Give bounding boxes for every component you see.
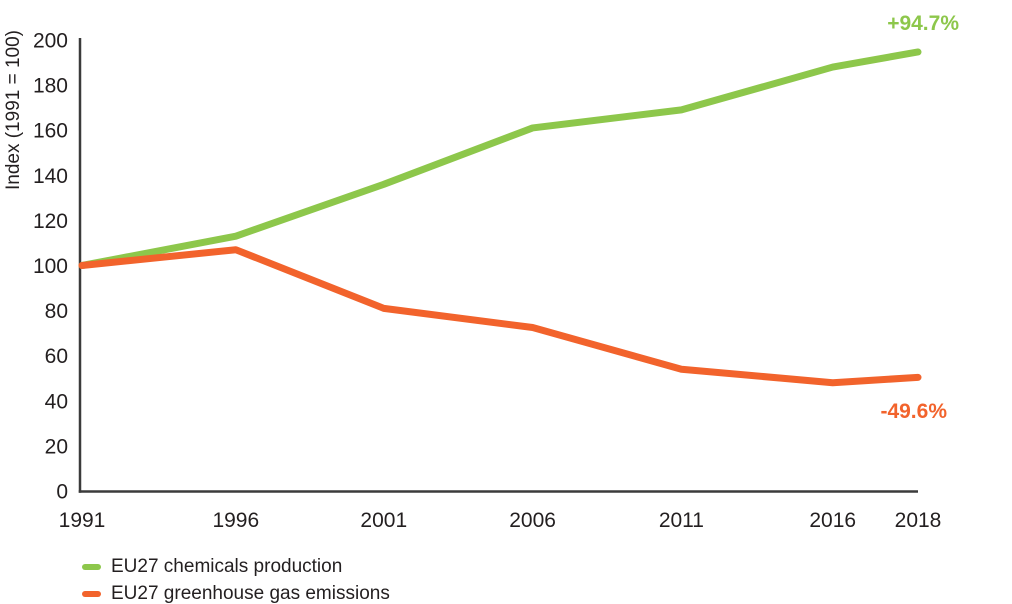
series-line-1 [78, 246, 922, 387]
legend-label-chemicals: EU27 chemicals production [111, 555, 343, 577]
x-tick-label: 2016 [809, 509, 856, 532]
y-tick-label: 180 [33, 75, 68, 98]
legend-item-emissions: EU27 greenhouse gas emissions [82, 580, 390, 604]
y-tick-label: 200 [33, 30, 68, 53]
y-tick-label: 60 [45, 345, 68, 368]
legend: EU27 chemicals production EU27 greenhous… [82, 553, 390, 604]
y-tick-label: 40 [45, 390, 68, 413]
legend-item-chemicals: EU27 chemicals production [82, 553, 390, 580]
y-tick-label: 100 [33, 255, 68, 278]
x-tick-label: 2006 [509, 509, 556, 532]
y-tick-label: 140 [33, 165, 68, 188]
series-end-label-chemicals: +94.7% [887, 12, 959, 35]
legend-swatch-orange-icon [82, 590, 101, 597]
x-tick-label: 1996 [212, 509, 259, 532]
x-tick-label: 2001 [360, 509, 407, 532]
y-tick-label: 0 [56, 481, 68, 504]
y-tick-label: 80 [45, 300, 68, 323]
y-tick-label: 20 [45, 435, 68, 458]
x-tick-label: 2018 [895, 509, 942, 532]
y-tick-label: 120 [33, 210, 68, 233]
legend-label-emissions: EU27 greenhouse gas emissions [111, 582, 390, 604]
legend-swatch-green-icon [82, 563, 101, 570]
series-end-label-emissions: -49.6% [880, 400, 947, 423]
x-tick-label: 2011 [659, 509, 704, 532]
series-line-0 [78, 48, 922, 269]
y-tick-label: 160 [33, 120, 68, 143]
x-tick-label: 1991 [59, 509, 106, 532]
